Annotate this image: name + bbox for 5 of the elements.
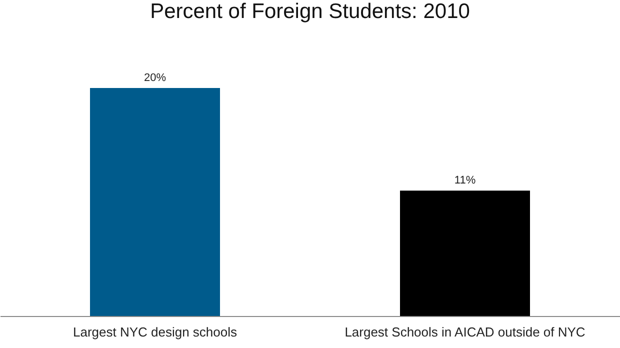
- chart-title: Percent of Foreign Students: 2010: [150, 0, 470, 23]
- data-label: 20%: [144, 72, 166, 84]
- x-tick-label: Largest NYC design schools: [72, 324, 238, 340]
- data-label: 11%: [454, 174, 476, 187]
- x-tick-label: Largest Schools in AICAD outside of NYC: [344, 324, 586, 340]
